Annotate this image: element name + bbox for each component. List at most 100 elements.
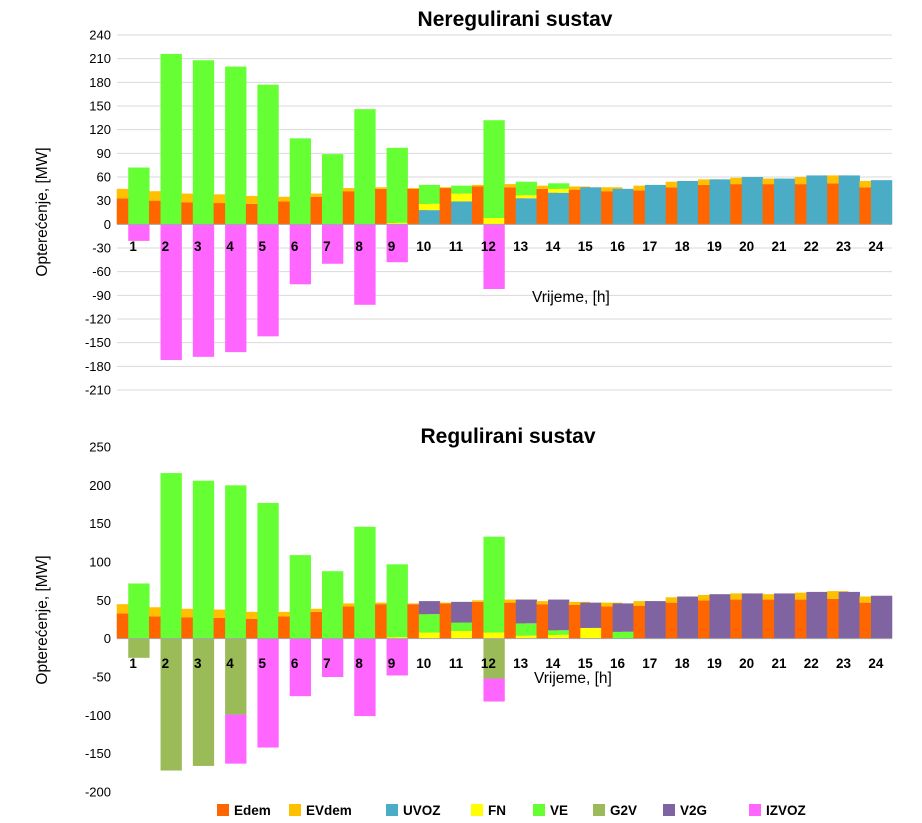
- bar-v2g: [612, 603, 634, 632]
- x-tick-label: 23: [836, 656, 852, 671]
- x-tick-label: 10: [416, 656, 431, 671]
- x-tick-label: 12: [481, 239, 496, 254]
- bar-evdem: [827, 175, 849, 184]
- bar-evdem: [794, 592, 817, 600]
- x-tick-label: 10: [416, 239, 431, 254]
- bar-ve: [386, 147, 408, 223]
- bar-evdem: [859, 180, 881, 188]
- bar-fn: [548, 188, 570, 193]
- bar-izvoz: [289, 638, 312, 697]
- legend-item-fn: FN: [471, 803, 506, 818]
- bar-ve: [354, 109, 376, 225]
- legend-label: EVdem: [306, 803, 352, 818]
- bar-fn: [515, 195, 538, 199]
- bar-ve: [515, 181, 538, 196]
- y-tick-label: 150: [89, 99, 111, 114]
- bar-fn: [451, 193, 473, 202]
- x-tick-label: 7: [323, 239, 331, 254]
- bar-fn: [451, 631, 473, 639]
- legend-item-edem: Edem: [217, 803, 271, 818]
- bar-v2g: [709, 594, 731, 639]
- x-tick-label: 5: [259, 239, 267, 254]
- x-tick-label: 18: [675, 656, 691, 671]
- x-tick-label: 3: [194, 656, 202, 671]
- bar-izvoz: [192, 224, 215, 357]
- bar-izvoz: [354, 638, 376, 717]
- legend-label: Edem: [234, 803, 271, 818]
- bar-uvoz: [806, 175, 828, 225]
- bar-ve: [289, 555, 312, 639]
- y-tick-label: -150: [85, 335, 111, 350]
- x-tick-label: 20: [739, 239, 754, 254]
- bar-evdem: [601, 602, 623, 607]
- y-tick-label: -210: [85, 383, 111, 398]
- bar-evdem: [601, 187, 623, 192]
- bar-v2g: [774, 593, 796, 639]
- bar-evdem: [665, 597, 687, 603]
- bar-evdem: [697, 179, 720, 185]
- bar-ve: [128, 583, 150, 639]
- x-axis-title: Vrijeme, [h]: [534, 670, 612, 687]
- x-tick-label: 13: [513, 239, 529, 254]
- y-tick-label: 210: [89, 51, 111, 66]
- x-tick-label: 12: [481, 656, 496, 671]
- bar-fn: [418, 203, 441, 211]
- bar-evdem: [149, 607, 171, 617]
- legend-item-ve: VE: [533, 803, 568, 818]
- y-tick-label: 250: [89, 440, 111, 455]
- bar-fn: [515, 635, 538, 639]
- bar-ve: [128, 167, 150, 225]
- bar-evdem: [827, 591, 849, 599]
- x-tick-label: 22: [804, 656, 819, 671]
- x-tick-label: 21: [771, 656, 787, 671]
- bar-izvoz: [321, 224, 344, 264]
- x-tick-label: 24: [868, 656, 884, 671]
- bar-fn: [580, 627, 602, 639]
- bar-evdem: [536, 601, 558, 605]
- bar-uvoz: [515, 198, 538, 225]
- bar-ve: [321, 571, 344, 639]
- bar-v2g: [870, 595, 893, 639]
- bar-evdem: [439, 187, 461, 189]
- x-tick-label: 21: [771, 239, 787, 254]
- bar-v2g: [580, 602, 602, 628]
- y-tick-label: 30: [97, 193, 111, 208]
- legend-swatch: [593, 804, 605, 816]
- bar-ve: [192, 480, 215, 639]
- chart-unregulated-system: Neregulirani sustav -210-180-150-120-90-…: [34, 8, 893, 398]
- bar-evdem: [568, 186, 591, 190]
- legend-item-g2v: G2V: [593, 803, 637, 818]
- bar-fn: [386, 637, 408, 639]
- legend-swatch: [217, 804, 229, 816]
- x-tick-label: 7: [323, 656, 331, 671]
- bar-izvoz: [386, 224, 408, 263]
- bar-uvoz: [644, 184, 667, 225]
- y-axis-title: Opterećenje, [MW]: [34, 555, 51, 684]
- bar-fn: [483, 632, 505, 639]
- bar-izvoz: [225, 714, 247, 764]
- x-tick-label: 19: [707, 656, 722, 671]
- bar-evdem: [213, 609, 235, 618]
- x-tick-label: 14: [545, 656, 561, 671]
- bar-ve: [160, 473, 182, 639]
- y-tick-label: -100: [85, 708, 111, 723]
- y-tick-label: 120: [89, 122, 111, 137]
- bar-v2g: [548, 599, 570, 631]
- bar-evdem: [439, 602, 461, 604]
- bar-izvoz: [483, 678, 505, 702]
- bar-g2v: [192, 638, 215, 766]
- bar-uvoz: [774, 178, 796, 225]
- x-tick-label: 19: [707, 239, 722, 254]
- bar-v2g: [515, 599, 538, 624]
- bar-evdem: [278, 611, 300, 617]
- x-tick-label: 4: [226, 656, 234, 671]
- bar-evdem: [762, 594, 784, 600]
- bar-evdem: [342, 603, 365, 607]
- x-tick-label: 14: [545, 239, 561, 254]
- bar-v2g: [451, 601, 473, 623]
- bar-uvoz: [612, 188, 634, 225]
- bar-ve: [289, 138, 312, 225]
- legend-label: V2G: [680, 803, 707, 818]
- bar-uvoz: [418, 210, 441, 225]
- bar-uvoz: [838, 175, 860, 225]
